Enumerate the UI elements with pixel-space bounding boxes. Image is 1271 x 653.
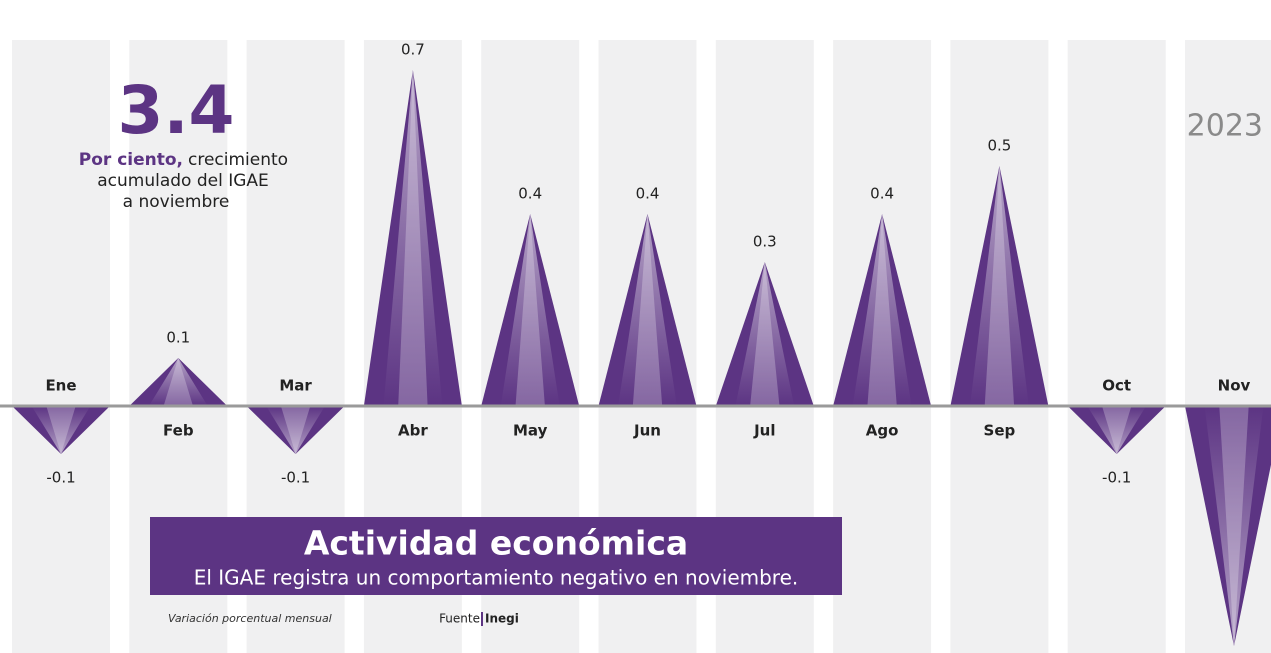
highlight-value: 3.4	[118, 72, 235, 149]
value-label: -0.1	[46, 469, 75, 487]
bar	[950, 166, 1049, 406]
category-label: Ene	[45, 377, 76, 395]
category-label: Sep	[984, 422, 1016, 440]
value-label: 0.7	[401, 41, 425, 59]
bar-shade	[1219, 406, 1249, 646]
note: Variación porcentual mensual	[168, 612, 332, 625]
category-label: May	[513, 422, 548, 440]
column	[12, 40, 110, 653]
highlight-lead: Por ciento,	[79, 150, 183, 170]
bar-shade	[31, 406, 91, 454]
bar-shade	[1204, 406, 1264, 646]
bar-shade	[280, 406, 311, 454]
bar-shade	[852, 214, 912, 406]
bar-shade	[970, 166, 1029, 406]
category-label: Jul	[753, 422, 775, 440]
category-label: Ago	[866, 422, 899, 440]
bar-shade	[735, 262, 795, 406]
title-box	[150, 517, 842, 595]
separator	[481, 612, 483, 626]
bar-shade	[750, 262, 780, 406]
bar-shade	[984, 166, 1015, 406]
value-label: 0.3	[753, 233, 777, 251]
bar-shade	[383, 70, 443, 406]
value-label: 0.4	[870, 185, 894, 203]
bar-shade	[618, 214, 677, 406]
bar-shade	[515, 214, 545, 406]
bar	[129, 358, 228, 406]
category-label: Nov	[1218, 377, 1251, 395]
bar-shade	[46, 406, 76, 454]
bar-shade	[163, 358, 193, 406]
value-label: 0.1	[166, 329, 190, 347]
category-label: Oct	[1102, 377, 1131, 395]
bar	[833, 214, 932, 406]
source: Inegi	[485, 612, 519, 626]
bar	[1067, 406, 1166, 454]
bar-shade	[398, 70, 428, 406]
bar	[598, 214, 697, 406]
highlight-text: crecimiento	[188, 150, 288, 170]
bar-shade	[266, 406, 325, 454]
bar-shade	[1102, 406, 1132, 454]
bar	[481, 214, 580, 406]
column	[1067, 40, 1166, 653]
value-label: 0.4	[636, 185, 660, 203]
value-label: -0.1	[1102, 469, 1131, 487]
value-label: 0.4	[518, 185, 542, 203]
source-label: Fuente	[439, 612, 480, 626]
category-label: Jun	[633, 422, 661, 440]
bar	[715, 262, 814, 406]
value-label: -0.1	[281, 469, 310, 487]
bar	[246, 406, 345, 454]
chart-title: Actividad económica	[304, 524, 688, 563]
highlight-text: acumulado del IGAE	[97, 171, 269, 191]
bar	[1185, 406, 1271, 646]
chart-subtitle: El IGAE registra un comportamiento negat…	[194, 566, 799, 590]
category-label: Feb	[163, 422, 194, 440]
category-label: Mar	[279, 377, 312, 395]
value-label: 0.5	[987, 137, 1011, 155]
bar-shade	[1087, 406, 1147, 454]
bar-shade	[500, 214, 560, 406]
category-label: Abr	[398, 422, 428, 440]
bar-shade	[632, 214, 663, 406]
bar-shade	[867, 214, 897, 406]
bar	[12, 406, 110, 454]
highlight-text: a noviembre	[123, 192, 230, 212]
bar-shade	[148, 358, 208, 406]
year: 2023	[1187, 109, 1263, 144]
bar	[363, 70, 462, 406]
